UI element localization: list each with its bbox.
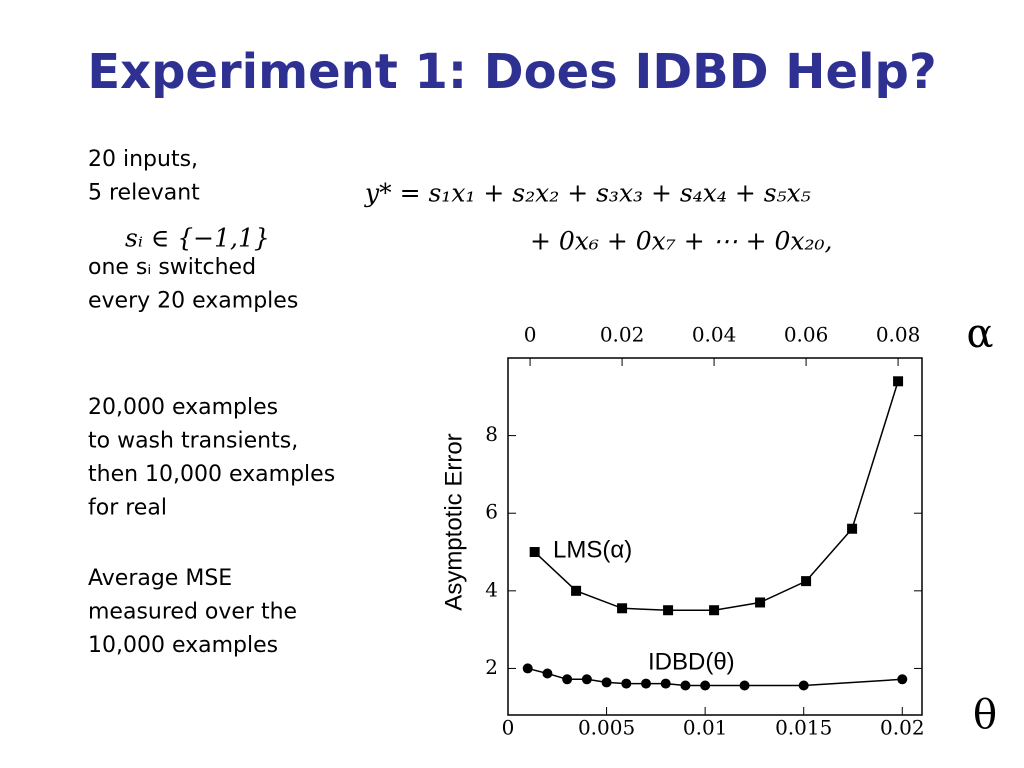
point [601, 677, 612, 688]
point [617, 603, 628, 614]
x-axis-label: θ [973, 692, 997, 738]
body-text: 20,000 examples [88, 395, 278, 420]
point [581, 674, 592, 685]
body-text: 10,000 examples [88, 633, 278, 658]
point [641, 678, 651, 689]
body-text: 20 inputs, [88, 147, 198, 172]
series-label: IDBD(θ) [648, 648, 735, 675]
body-text: every 20 examples [88, 289, 298, 314]
y-tick-label: 8 [485, 422, 498, 446]
point [755, 597, 766, 608]
body-text: to wash transients, [88, 429, 298, 454]
body-text: one sᵢ switched [88, 255, 256, 280]
y-tick-label: 4 [485, 577, 498, 601]
point [897, 674, 908, 685]
body-text: measured over the [88, 600, 297, 625]
x-tick-label: 0.01 [683, 716, 728, 740]
x2-tick-label: 0 [524, 323, 537, 347]
slide-title: Experiment 1: Does IDBD Help? [87, 44, 936, 100]
x2-tick-label: 0.02 [600, 323, 645, 347]
point [709, 605, 720, 616]
y-tick-label: 2 [485, 655, 498, 679]
point [680, 680, 691, 691]
x2-tick-label: 0.06 [784, 323, 829, 347]
set-equation: sᵢ ∈ {−1,1} [125, 224, 270, 253]
point [798, 680, 809, 691]
x2-axis-label: α [966, 311, 993, 357]
x-tick-label: 0.02 [880, 716, 925, 740]
series-line [534, 381, 899, 611]
point [562, 674, 573, 685]
point [571, 585, 582, 596]
body-text: 5 relevant [88, 181, 200, 206]
x2-tick-label: 0.04 [692, 323, 737, 347]
point [739, 680, 750, 691]
x2-tick-label: 0.08 [876, 323, 921, 347]
point [801, 576, 812, 587]
x-tick-label: 0 [502, 716, 515, 740]
target-equation: + 0x₆ + 0x₇ + ⋯ + 0x₂₀, [530, 227, 832, 256]
point [542, 668, 553, 679]
x-tick-label: 0.005 [578, 716, 635, 740]
plot-frame [507, 357, 923, 716]
point [663, 605, 674, 616]
point [893, 376, 904, 387]
target-equation: y* = s₁x₁ + s₂x₂ + s₃x₃ + s₄x₄ + s₅x₅ [364, 179, 811, 208]
y-tick-label: 6 [485, 500, 498, 524]
point [847, 523, 858, 534]
point [529, 547, 540, 558]
y-axis-label: Asymptotic Error [440, 433, 467, 610]
point [700, 680, 711, 691]
series-label: LMS(α) [553, 536, 632, 563]
point [660, 678, 671, 689]
x-tick-label: 0.015 [775, 716, 832, 740]
point [522, 663, 533, 674]
body-text: then 10,000 examples [88, 462, 335, 487]
body-text: Average MSE [88, 566, 232, 591]
body-text: for real [88, 496, 167, 521]
point [621, 678, 632, 689]
